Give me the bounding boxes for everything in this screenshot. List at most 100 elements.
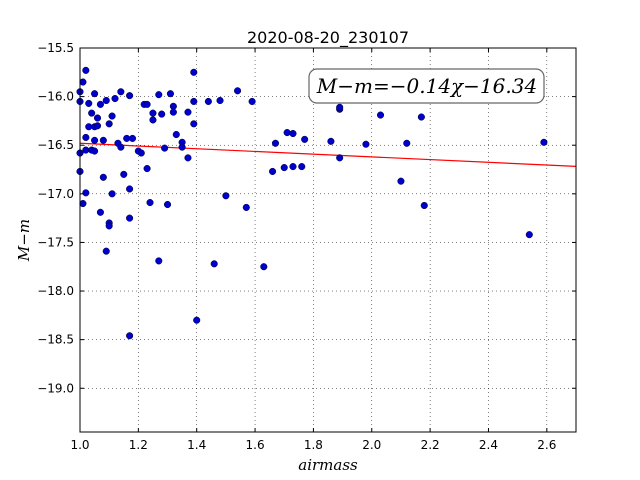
y-tick-label: −18.0 <box>37 284 74 298</box>
data-point <box>190 68 198 76</box>
data-point <box>149 109 157 117</box>
data-point <box>93 114 102 122</box>
data-point <box>184 154 192 162</box>
y-axis-label: M−m <box>15 219 33 262</box>
data-point <box>88 109 96 117</box>
data-point <box>158 110 166 118</box>
x-tick-label: 2.4 <box>479 438 498 452</box>
data-point <box>102 96 110 105</box>
data-point <box>540 138 548 146</box>
x-tick-label: 1.8 <box>304 438 323 452</box>
plot-frame <box>79 47 577 433</box>
data-point <box>283 129 291 137</box>
annotation-frame <box>308 68 545 104</box>
annotation-text: M−m=−0.14χ−16.34 <box>316 74 537 98</box>
data-point <box>327 137 335 145</box>
data-point <box>403 139 411 147</box>
data-point <box>128 134 137 142</box>
data-point <box>126 332 134 340</box>
y-tick-label: −18.5 <box>37 333 74 347</box>
data-point <box>85 99 93 107</box>
data-point <box>234 87 242 95</box>
data-point <box>190 97 198 106</box>
fit-annotation-box: M−m=−0.14χ−16.34 <box>308 68 545 104</box>
tick-labels: 1.0 1.2 1.4 1.6 1.8 2.0 2.2 2.4 2.6 −15.5 −16.0 −16… <box>37 41 556 452</box>
data-point <box>260 263 268 271</box>
data-point <box>193 316 201 324</box>
data-point <box>82 189 90 197</box>
chart-title: 2020-08-20_230107 <box>247 28 409 48</box>
data-point <box>271 139 280 147</box>
data-point <box>126 214 134 222</box>
data-point <box>99 173 107 181</box>
x-tick-label: 1.0 <box>70 438 89 452</box>
data-points <box>76 66 548 340</box>
data-point <box>289 129 297 138</box>
data-point <box>280 164 288 172</box>
y-tick-label: −16.0 <box>37 90 74 104</box>
data-point <box>163 200 172 209</box>
data-point <box>525 231 533 239</box>
data-point <box>269 167 277 176</box>
data-point <box>222 192 230 200</box>
data-point <box>301 135 309 143</box>
data-point <box>210 260 218 268</box>
data-point <box>420 201 428 210</box>
data-point <box>336 103 344 111</box>
x-tick-label: 1.6 <box>246 438 265 452</box>
data-point <box>155 91 163 99</box>
x-tick-label: 2.6 <box>537 438 556 452</box>
axis-ticks <box>79 47 576 432</box>
data-point <box>336 154 344 162</box>
data-point <box>184 108 192 116</box>
data-point <box>169 108 177 116</box>
data-point <box>376 111 385 119</box>
data-point <box>93 122 102 130</box>
data-point <box>96 208 104 216</box>
data-point <box>111 95 119 103</box>
data-point <box>91 147 99 155</box>
data-point <box>155 257 163 265</box>
x-tick-label: 1.2 <box>129 438 148 452</box>
data-point <box>91 90 99 98</box>
x-tick-label: 1.4 <box>187 438 206 452</box>
data-point <box>166 90 174 98</box>
data-point <box>149 116 157 124</box>
data-point <box>108 190 116 198</box>
data-point <box>161 144 169 152</box>
data-point <box>216 96 224 105</box>
y-tick-label: −19.0 <box>37 381 74 395</box>
data-point <box>126 92 134 100</box>
y-tick-label: −15.5 <box>37 41 74 55</box>
data-point <box>204 97 212 106</box>
data-point <box>137 149 145 157</box>
data-point <box>248 97 256 106</box>
y-tick-label: −17.0 <box>37 187 74 201</box>
y-tick-label: −17.5 <box>37 235 74 249</box>
data-point <box>120 170 128 178</box>
data-point <box>362 140 370 148</box>
data-point <box>126 185 134 193</box>
data-point <box>117 143 125 151</box>
data-point <box>397 177 405 185</box>
data-point <box>99 136 107 144</box>
x-axis-label: airmass <box>298 456 358 474</box>
data-point <box>79 199 87 208</box>
data-point <box>172 130 180 139</box>
data-point <box>417 113 425 121</box>
data-point <box>91 136 99 144</box>
y-tick-label: −16.5 <box>37 138 74 152</box>
data-point <box>298 163 306 171</box>
data-point <box>96 100 104 108</box>
x-tick-label: 2.2 <box>421 438 440 452</box>
data-point <box>143 100 151 108</box>
data-point <box>105 120 113 128</box>
x-tick-label: 2.0 <box>362 438 381 452</box>
data-point <box>190 120 198 128</box>
data-point <box>82 133 90 141</box>
data-point <box>143 164 151 173</box>
data-point <box>79 78 87 86</box>
data-point <box>117 88 125 96</box>
data-point <box>105 222 113 230</box>
